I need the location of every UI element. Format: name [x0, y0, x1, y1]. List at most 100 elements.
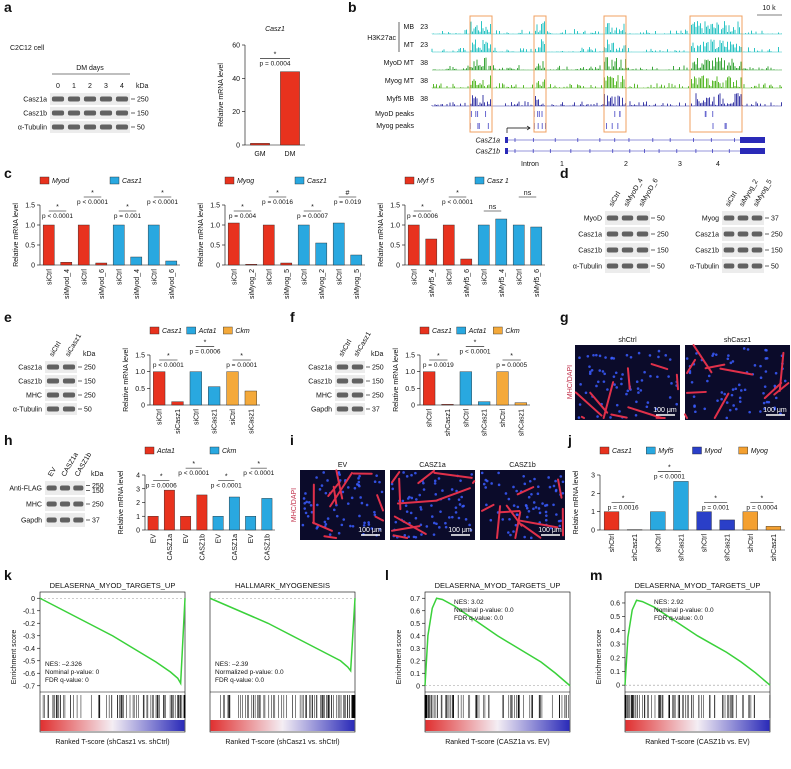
- nucleus: [774, 396, 778, 400]
- bar: [441, 404, 454, 406]
- nucleus: [490, 482, 493, 485]
- nucleus: [373, 513, 377, 517]
- nucleus: [612, 375, 616, 378]
- y-tick-label: 0.4: [610, 628, 620, 635]
- blot-strip: [45, 403, 77, 415]
- kda-marker: 250: [84, 393, 96, 400]
- lane-label: 3: [104, 83, 108, 90]
- legend-label: Casz1: [432, 328, 452, 335]
- p-value: p = 0.0006: [146, 483, 177, 490]
- band: [351, 364, 364, 370]
- nucleus: [507, 497, 511, 501]
- p-value: p = 0.0007: [297, 213, 328, 220]
- legend-swatch: [109, 176, 120, 185]
- image-title: CASZ1a: [419, 462, 446, 469]
- myotube: [580, 415, 586, 419]
- nucleus: [558, 524, 562, 528]
- bar: [280, 262, 293, 266]
- band: [351, 392, 364, 398]
- x-tick-label: siMyog_5: [354, 269, 361, 299]
- nucleus: [454, 511, 458, 514]
- band: [336, 392, 349, 398]
- bar: [425, 238, 438, 266]
- band: [621, 215, 634, 221]
- legend-swatch: [692, 446, 702, 455]
- track-signal: [431, 57, 782, 70]
- p-value: p < 0.0001: [178, 470, 209, 477]
- nucleus: [422, 488, 426, 491]
- nucleus: [305, 500, 309, 504]
- nucleus: [497, 471, 500, 475]
- lane-label: shCasz1: [353, 331, 373, 358]
- x-tick-label: siCasz1: [248, 409, 255, 434]
- bar: [650, 511, 666, 531]
- blot-row-label: α-Tubulin: [690, 264, 719, 271]
- nucleus: [765, 400, 769, 404]
- bar: [245, 264, 258, 266]
- intron-number: 1: [560, 161, 564, 168]
- nucleus: [728, 408, 732, 412]
- y-tick-label: 0: [141, 403, 145, 410]
- nucleus: [512, 485, 515, 489]
- p-value: p < 0.0001: [460, 349, 491, 356]
- legend-label: Casz1: [612, 448, 632, 455]
- nucleus: [403, 534, 407, 537]
- nucleus: [561, 491, 565, 495]
- track-signal: [431, 93, 782, 106]
- bar: [208, 386, 221, 406]
- band: [336, 364, 349, 370]
- nucleus: [340, 523, 344, 527]
- x-tick-label: siMyf5_6: [534, 269, 541, 297]
- band: [46, 378, 60, 384]
- bar: [407, 224, 420, 266]
- nucleus: [378, 528, 382, 531]
- nucleus: [512, 530, 515, 533]
- chart-title: Casz1: [265, 26, 285, 33]
- kda-marker: 37: [771, 216, 779, 223]
- nucleus: [694, 410, 697, 414]
- kda-marker: 150: [84, 379, 96, 386]
- p-value: p = 0.0006: [190, 349, 221, 356]
- intron-number: 3: [678, 161, 682, 168]
- highlight-box: [469, 15, 493, 133]
- panel-letter: i: [290, 432, 294, 448]
- band: [73, 501, 84, 507]
- nucleus: [598, 369, 602, 372]
- bar: [212, 516, 224, 531]
- blot-row-label: MHC: [26, 502, 42, 509]
- track-label: Myf5 MB: [386, 96, 414, 103]
- x-tick-label: CASZ1a: [167, 534, 174, 561]
- significance-mark: *: [241, 204, 244, 211]
- kda-label: kDa: [371, 351, 384, 358]
- kda-label: kDa: [91, 471, 104, 478]
- peak-marks: [470, 111, 714, 117]
- bar: [245, 516, 257, 531]
- nucleus: [422, 481, 425, 485]
- nucleus: [435, 522, 438, 526]
- nucleus: [409, 511, 413, 515]
- kda-marker: 250: [92, 502, 104, 509]
- bar: [60, 262, 73, 266]
- nucleus: [725, 416, 729, 420]
- nucleus: [646, 401, 650, 404]
- intron-number: 4: [716, 161, 720, 168]
- blot-row-label: Casz1a: [308, 365, 332, 372]
- p-value: p = 0.0005: [496, 362, 527, 369]
- nucleus: [753, 364, 757, 367]
- hit-lines: [220, 695, 356, 718]
- nucleus: [508, 517, 511, 521]
- x-tick-label: siMyod_6: [169, 269, 176, 299]
- significance-mark: #: [346, 190, 350, 197]
- x-axis-label: Ranked T-score (shCasz1 vs. shCtrl): [225, 739, 339, 746]
- significance-mark: *: [276, 190, 279, 197]
- lane-label: siCtrl: [49, 340, 63, 358]
- panel-letter: m: [590, 567, 602, 583]
- nucleus: [367, 523, 371, 526]
- nucleus: [614, 371, 618, 375]
- x-tick-label: shCtrl: [748, 534, 755, 553]
- x-tick-label: shCtrl: [609, 534, 616, 553]
- significance-mark: *: [274, 51, 277, 58]
- x-tick-label: siCasz1: [175, 409, 182, 434]
- band: [67, 96, 81, 102]
- bar: [332, 222, 345, 266]
